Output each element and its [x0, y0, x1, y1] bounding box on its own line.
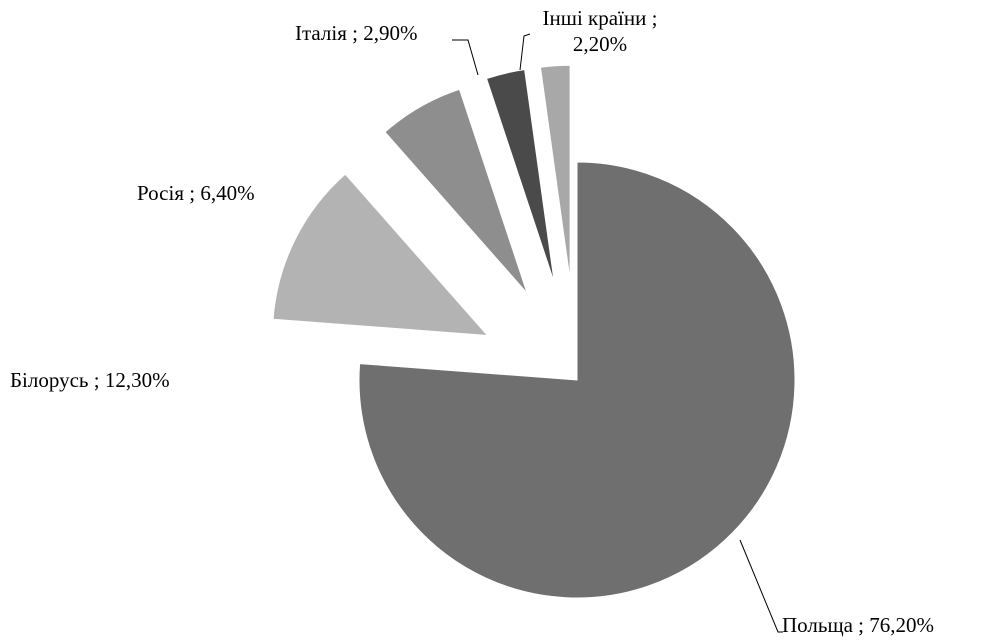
pie-slice: [539, 64, 571, 281]
pie-slice: [272, 173, 489, 337]
data-label-line: Інші країни ;: [543, 6, 658, 30]
leader-line: [519, 33, 531, 71]
data-label: Італія ; 2,90%: [295, 21, 417, 45]
data-label: Білорусь ; 12,30%: [10, 368, 170, 392]
data-label: Інші країни ; 2,20%: [543, 6, 658, 56]
data-label: Росія ; 6,40%: [137, 181, 255, 205]
leader-line: [739, 539, 783, 633]
data-label-line: Росія ; 6,40%: [137, 181, 255, 205]
data-label-line: Білорусь ; 12,30%: [10, 368, 170, 392]
leader-line: [452, 39, 479, 76]
pie-slice: [485, 69, 555, 283]
data-label: Польща ; 76,20%: [782, 613, 934, 637]
pie-slice: [384, 88, 528, 294]
data-label-line: 2,20%: [573, 32, 627, 56]
data-label-line: Польща ; 76,20%: [782, 613, 934, 637]
data-label-line: Італія ; 2,90%: [295, 21, 417, 45]
pie-slice: [358, 161, 796, 599]
